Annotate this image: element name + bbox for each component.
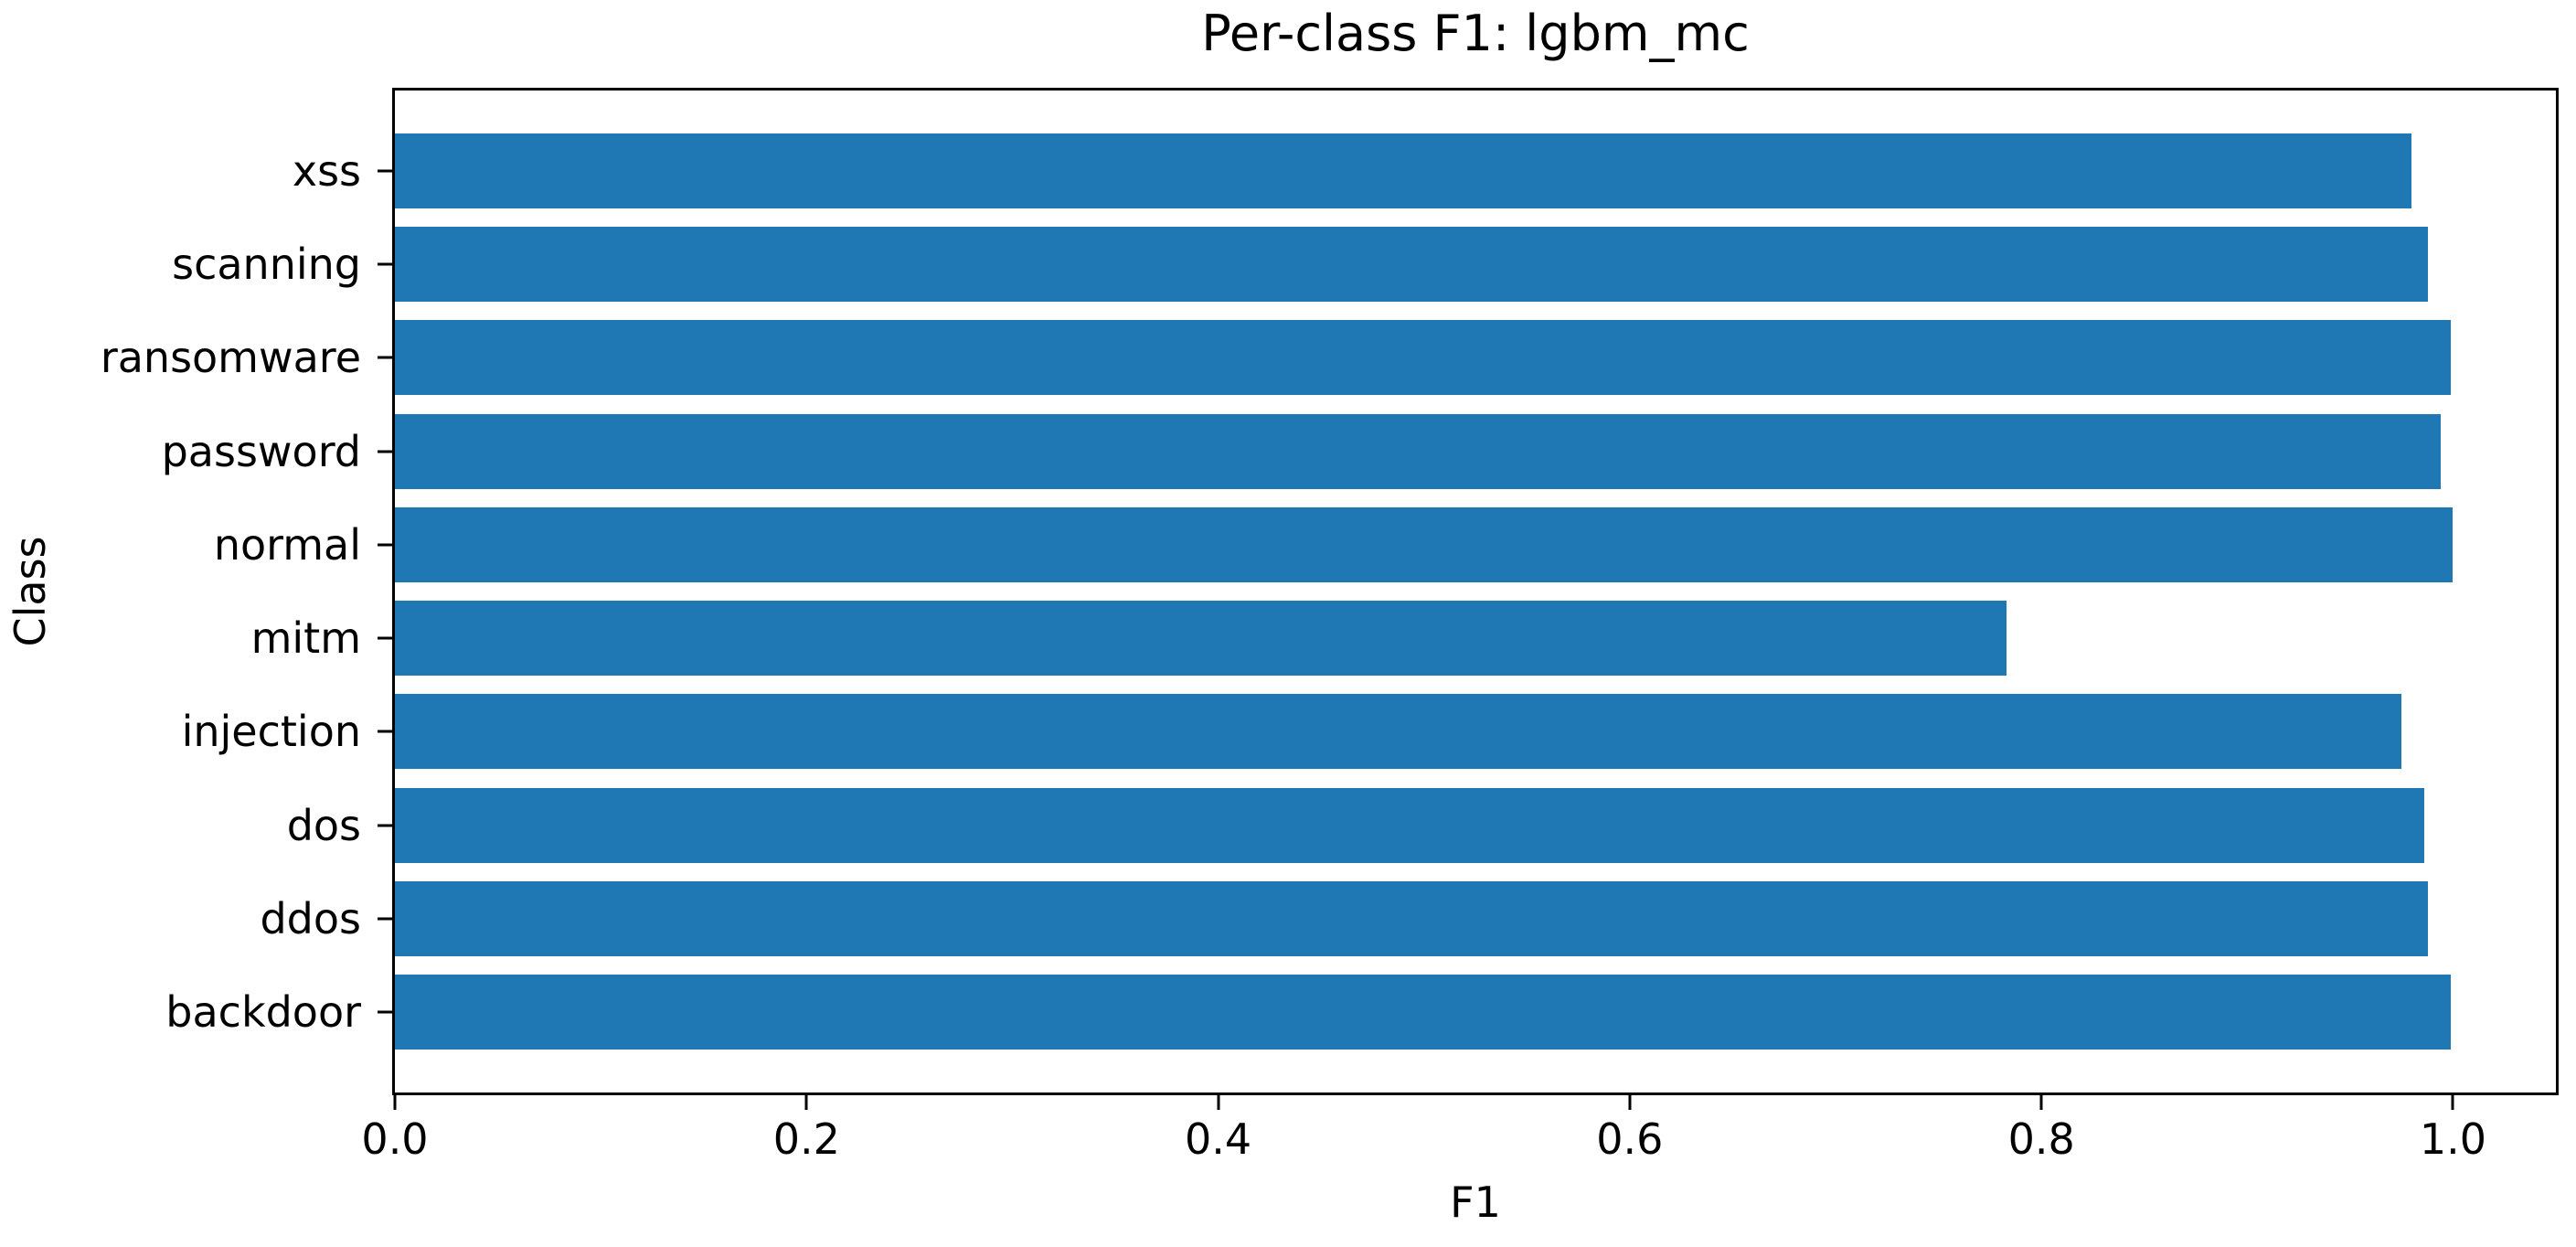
x-tick — [2451, 1095, 2454, 1110]
y-tick-label-ddos: ddos — [260, 893, 361, 943]
x-tick-label-1.0: 1.0 — [2419, 1114, 2486, 1164]
bar-row: dos — [287, 787, 2556, 863]
bar-scanning — [395, 227, 2429, 303]
bar-row: ransomware — [101, 320, 2556, 396]
x-tick — [804, 1095, 808, 1110]
y-tick — [378, 917, 392, 921]
x-tick-label-0.4: 0.4 — [1184, 1114, 1252, 1164]
bar-row: xss — [293, 133, 2556, 208]
bar-row: password — [162, 413, 2556, 489]
y-tick — [378, 356, 392, 359]
bar-row: normal — [214, 506, 2556, 582]
bar-row: injection — [182, 694, 2556, 770]
bar-xss — [395, 133, 2412, 208]
plot-area: xss scanning ransomware password normal mitm i… — [101, 88, 2559, 1160]
bar-row: mitm — [251, 601, 2556, 677]
x-tick — [2039, 1095, 2043, 1110]
bar-backdoor — [395, 975, 2452, 1050]
bar-injection — [395, 694, 2402, 770]
y-tick-label-xss: xss — [292, 146, 361, 196]
y-axis-title: Class — [5, 536, 55, 647]
y-tick-label-injection: injection — [181, 707, 361, 757]
bar-password — [395, 413, 2441, 489]
bar-row: backdoor — [165, 975, 2556, 1050]
bar-dos — [395, 787, 2424, 863]
chart-title: Per-class F1: lgbm_mc — [1201, 5, 1750, 62]
x-axis-title: F1 — [1450, 1178, 1501, 1227]
y-tick-label-scanning: scanning — [172, 240, 361, 290]
y-tick — [378, 262, 392, 266]
y-tick — [378, 824, 392, 827]
x-tick-label-0.2: 0.2 — [772, 1114, 840, 1164]
x-tick-label-0.6: 0.6 — [1596, 1114, 1664, 1164]
y-tick — [378, 543, 392, 547]
y-tick-label-mitm: mitm — [250, 613, 361, 664]
x-tick — [393, 1095, 397, 1110]
bar-ddos — [395, 880, 2429, 956]
bar-ransomware — [395, 320, 2452, 396]
x-tick-label-0.0: 0.0 — [361, 1114, 429, 1164]
y-tick-label-password: password — [161, 426, 361, 476]
bar-mitm — [395, 601, 2007, 677]
bar-normal — [395, 506, 2454, 582]
y-tick — [378, 636, 392, 640]
y-tick-label-normal: normal — [213, 519, 361, 570]
y-tick-label-dos: dos — [286, 800, 361, 850]
bar-row: ddos — [260, 880, 2556, 956]
y-tick — [378, 730, 392, 733]
y-tick-label-backdoor: backdoor — [165, 987, 361, 1038]
bar-row: scanning — [172, 227, 2556, 303]
y-tick — [378, 169, 392, 173]
x-tick — [1217, 1095, 1220, 1110]
y-tick-label-ransomware: ransomware — [100, 333, 361, 383]
x-tick — [1628, 1095, 1632, 1110]
x-tick-label-0.8: 0.8 — [2007, 1114, 2075, 1164]
y-tick — [378, 450, 392, 453]
y-tick — [378, 1010, 392, 1014]
